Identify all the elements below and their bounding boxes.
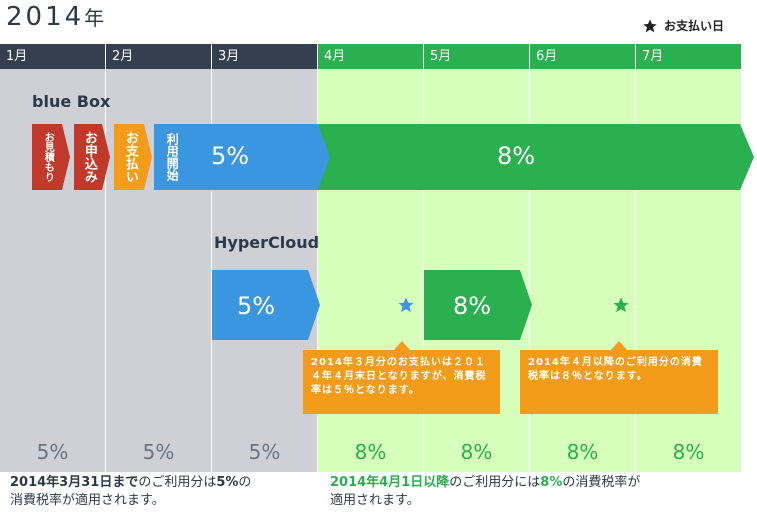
month-header-may: 5月: [424, 44, 529, 69]
step-estimate-label: お見積もり: [42, 132, 54, 182]
bluebox-rate-before-arrow: [154, 124, 332, 190]
footer-before-date: 2014年3月31日まで: [10, 475, 139, 490]
step-payment-arrow: [114, 124, 152, 190]
hypercloud-rate-after-arrow: [424, 270, 532, 340]
step-apply-arrow: [74, 124, 110, 190]
year-number: 2014: [6, 2, 85, 32]
step-start-label: 利用開始: [165, 133, 180, 181]
monthly-rate-jul: 8%: [672, 440, 705, 464]
bluebox-rate-after-arrow: [318, 124, 754, 190]
footer-before-line2: 消費税率が適用されます。: [10, 493, 165, 508]
year-title: 2014年: [6, 2, 104, 32]
column-divider: [529, 44, 530, 472]
column-divider: [423, 44, 424, 472]
month-header-feb: 2月: [106, 44, 211, 69]
footer-note-after: 2014年4月1日以降のご利用分には8%の消費税率が 適用されます。: [330, 474, 750, 510]
column-mar: [212, 44, 317, 472]
star-icon: [398, 297, 414, 313]
monthly-rate-jun: 8%: [566, 440, 599, 464]
footer-after-text2: の消費税率が: [562, 475, 641, 490]
step-apply-label: お申込み: [81, 131, 97, 183]
column-divider: [211, 44, 212, 472]
footer-after-line2: 適用されます。: [330, 493, 420, 508]
footer-before-text: のご利用分は: [138, 475, 217, 490]
month-header-jul: 7月: [636, 44, 741, 69]
bluebox-rate-before: 5%: [210, 142, 250, 170]
monthly-rate-mar: 5%: [248, 440, 281, 464]
footer-before-text2: の: [238, 475, 252, 490]
legend-label: お支払い日: [664, 19, 725, 33]
star-icon: [643, 18, 657, 32]
footer-after-rate: 8%: [540, 475, 563, 490]
column-divider: [635, 44, 636, 472]
note-april-rate: 2014年４月以降のご利用分の消費税率は８％となります。: [520, 341, 718, 414]
bluebox-rate-after: 8%: [496, 142, 536, 170]
footer-after-date: 2014年4月1日以降: [330, 475, 450, 490]
footer-after-text: のご利用分には: [449, 475, 541, 490]
legend: お支払い日: [642, 17, 724, 34]
monthly-rate-jan: 5%: [36, 440, 69, 464]
month-header-jan: 1月: [0, 44, 105, 69]
star-icon: [613, 297, 629, 313]
footer-before-rate: 5%: [216, 475, 239, 490]
month-header-apr: 4月: [318, 44, 423, 69]
note-march-payment: 2014年３月分のお支払いは２０１４年４月末日となりますが、消費税率は５％となり…: [303, 341, 500, 414]
column-divider: [317, 44, 318, 472]
monthly-rate-feb: 5%: [142, 440, 175, 464]
year-suffix: 年: [84, 6, 105, 30]
product-name-hypercloud: HyperCloud: [214, 233, 320, 252]
month-header-jun: 6月: [530, 44, 635, 69]
footer-note-before: 2014年3月31日までのご利用分は5%の 消費税率が適用されます。: [10, 474, 310, 510]
column-feb: [106, 44, 211, 472]
month-header-mar: 3月: [212, 44, 317, 69]
monthly-rate-may: 8%: [460, 440, 493, 464]
column-jan: [0, 44, 105, 472]
step-payment-label: お支払い: [122, 131, 138, 183]
hypercloud-rate-before: 5%: [236, 292, 276, 320]
product-name-bluebox: blue Box: [32, 92, 111, 111]
monthly-rate-apr: 8%: [354, 440, 387, 464]
column-divider: [105, 44, 106, 472]
hypercloud-rate-before-arrow: [212, 270, 320, 340]
hypercloud-rate-after: 8%: [452, 292, 492, 320]
step-estimate-arrow: [32, 124, 70, 190]
